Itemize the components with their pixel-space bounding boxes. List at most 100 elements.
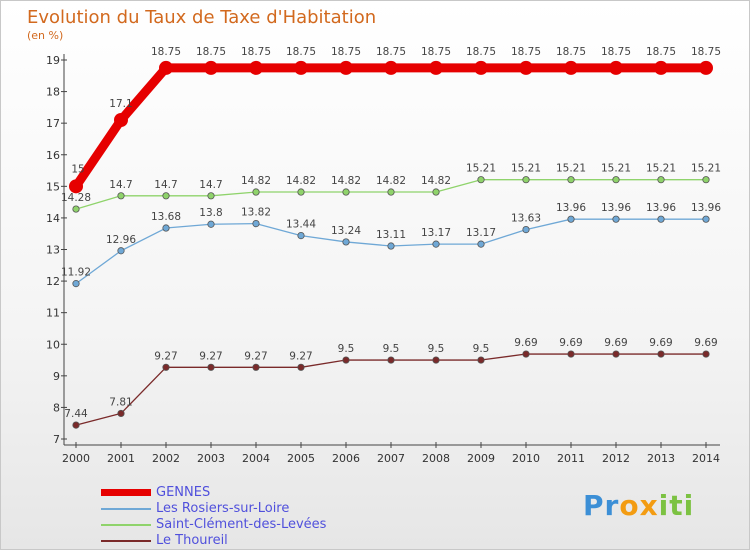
data-point-saint-clement bbox=[387, 188, 395, 196]
data-label-gennes: 18.75 bbox=[376, 46, 406, 58]
legend-label-gennes: GENNES bbox=[156, 485, 211, 500]
data-label-les-rosiers: 13.63 bbox=[511, 213, 541, 225]
data-label-le-thoureil: 9.69 bbox=[559, 337, 582, 349]
data-label-les-rosiers: 13.68 bbox=[151, 211, 181, 223]
legend-swatch-le-thoureil bbox=[101, 540, 151, 542]
data-point-gennes bbox=[159, 60, 173, 75]
data-point-les-rosiers bbox=[207, 220, 215, 228]
data-label-gennes: 18.75 bbox=[331, 46, 361, 58]
y-tick-label: 12 bbox=[46, 275, 60, 288]
legend-label-les-rosiers: Les Rosiers-sur-Loire bbox=[156, 501, 290, 516]
data-point-saint-clement bbox=[297, 188, 305, 196]
data-label-saint-clement: 14.82 bbox=[376, 175, 406, 187]
x-tick-label: 2011 bbox=[557, 452, 585, 465]
data-point-les-rosiers bbox=[342, 238, 350, 246]
x-tick-label: 2002 bbox=[152, 452, 180, 465]
data-point-les-rosiers bbox=[432, 240, 440, 248]
y-axis-unit-label: (en %) bbox=[27, 29, 64, 42]
data-label-le-thoureil: 9.5 bbox=[383, 343, 400, 355]
y-tick-label: 18 bbox=[46, 86, 60, 99]
data-point-le-thoureil bbox=[477, 356, 485, 364]
data-point-les-rosiers bbox=[567, 215, 575, 223]
data-point-les-rosiers bbox=[612, 215, 620, 223]
data-point-saint-clement bbox=[702, 176, 710, 184]
data-label-les-rosiers: 13.82 bbox=[241, 207, 271, 219]
data-label-les-rosiers: 11.92 bbox=[61, 267, 91, 279]
y-tick-label: 9 bbox=[53, 370, 60, 383]
y-tick-label: 15 bbox=[46, 180, 60, 193]
data-point-saint-clement bbox=[522, 176, 530, 184]
data-point-gennes bbox=[429, 60, 443, 75]
data-point-les-rosiers bbox=[522, 226, 530, 234]
data-point-gennes bbox=[384, 60, 398, 75]
data-point-le-thoureil bbox=[342, 356, 350, 364]
data-label-gennes: 18.75 bbox=[556, 46, 586, 58]
data-label-saint-clement: 14.82 bbox=[421, 175, 451, 187]
data-label-le-thoureil: 9.27 bbox=[154, 350, 177, 362]
data-point-gennes bbox=[609, 60, 623, 75]
data-label-les-rosiers: 13.44 bbox=[286, 219, 316, 231]
data-label-saint-clement: 14.82 bbox=[286, 175, 316, 187]
data-point-gennes bbox=[339, 60, 353, 75]
data-point-gennes bbox=[249, 60, 263, 75]
data-point-saint-clement bbox=[207, 192, 215, 200]
x-tick-label: 2001 bbox=[107, 452, 135, 465]
legend-label-le-thoureil: Le Thoureil bbox=[156, 533, 228, 548]
data-label-saint-clement: 15.21 bbox=[466, 163, 496, 175]
y-tick-label: 8 bbox=[53, 401, 60, 414]
data-point-le-thoureil bbox=[702, 350, 710, 358]
data-point-gennes bbox=[474, 60, 488, 75]
data-label-le-thoureil: 7.44 bbox=[64, 408, 88, 420]
data-point-le-thoureil bbox=[567, 350, 575, 358]
data-label-les-rosiers: 12.96 bbox=[106, 234, 136, 246]
data-point-saint-clement bbox=[432, 188, 440, 196]
data-label-les-rosiers: 13.96 bbox=[691, 202, 721, 214]
data-label-saint-clement: 15.21 bbox=[556, 163, 586, 175]
data-label-le-thoureil: 9.69 bbox=[694, 337, 717, 349]
data-label-gennes: 18.75 bbox=[466, 46, 496, 58]
data-label-gennes: 18.75 bbox=[646, 46, 676, 58]
y-tick-label: 13 bbox=[46, 244, 60, 257]
data-label-le-thoureil: 9.27 bbox=[289, 350, 312, 362]
data-point-le-thoureil bbox=[162, 363, 170, 371]
data-label-saint-clement: 14.7 bbox=[199, 179, 222, 191]
legend-item-le-thoureil: Le Thoureil bbox=[101, 533, 431, 549]
data-label-le-thoureil: 9.27 bbox=[244, 350, 267, 362]
data-label-les-rosiers: 13.24 bbox=[331, 225, 361, 237]
data-point-gennes bbox=[564, 60, 578, 75]
data-point-le-thoureil bbox=[432, 356, 440, 364]
y-tick-label: 11 bbox=[46, 307, 60, 320]
data-label-gennes: 18.75 bbox=[196, 46, 226, 58]
data-point-les-rosiers bbox=[72, 280, 80, 288]
data-label-le-thoureil: 9.69 bbox=[514, 337, 537, 349]
data-label-saint-clement: 14.7 bbox=[109, 179, 132, 191]
data-point-saint-clement bbox=[162, 192, 170, 200]
legend-item-saint-clement: Saint-Clément-des-Levées bbox=[101, 517, 431, 533]
data-label-le-thoureil: 9.27 bbox=[199, 350, 222, 362]
data-point-les-rosiers bbox=[657, 215, 665, 223]
data-point-gennes bbox=[114, 113, 128, 128]
x-tick-label: 2004 bbox=[242, 452, 270, 465]
series-line-le-thoureil bbox=[75, 353, 707, 426]
data-point-gennes bbox=[69, 179, 83, 194]
y-tick-label: 16 bbox=[46, 149, 60, 162]
data-label-saint-clement: 14.82 bbox=[331, 175, 361, 187]
x-tick-label: 2000 bbox=[62, 452, 90, 465]
legend-swatch-gennes bbox=[101, 489, 151, 496]
data-label-saint-clement: 15.21 bbox=[646, 163, 676, 175]
data-label-gennes: 18.75 bbox=[421, 46, 451, 58]
data-point-le-thoureil bbox=[117, 409, 125, 418]
x-tick-label: 2013 bbox=[647, 452, 675, 465]
data-label-saint-clement: 15.21 bbox=[691, 163, 721, 175]
data-point-le-thoureil bbox=[612, 350, 620, 358]
data-label-les-rosiers: 13.96 bbox=[556, 202, 586, 214]
x-tick-label: 2008 bbox=[422, 452, 450, 465]
x-tick-label: 2014 bbox=[692, 452, 720, 465]
data-label-saint-clement: 15.21 bbox=[601, 163, 631, 175]
data-point-les-rosiers bbox=[297, 232, 305, 240]
line-chart: 7 8 9 10 11 12 13 14 15 16 17 18 19 2000 2001 2002 2003 2… bbox=[46, 46, 721, 465]
data-point-saint-clement bbox=[567, 176, 575, 184]
data-point-le-thoureil bbox=[207, 363, 215, 371]
data-point-gennes bbox=[294, 60, 308, 75]
